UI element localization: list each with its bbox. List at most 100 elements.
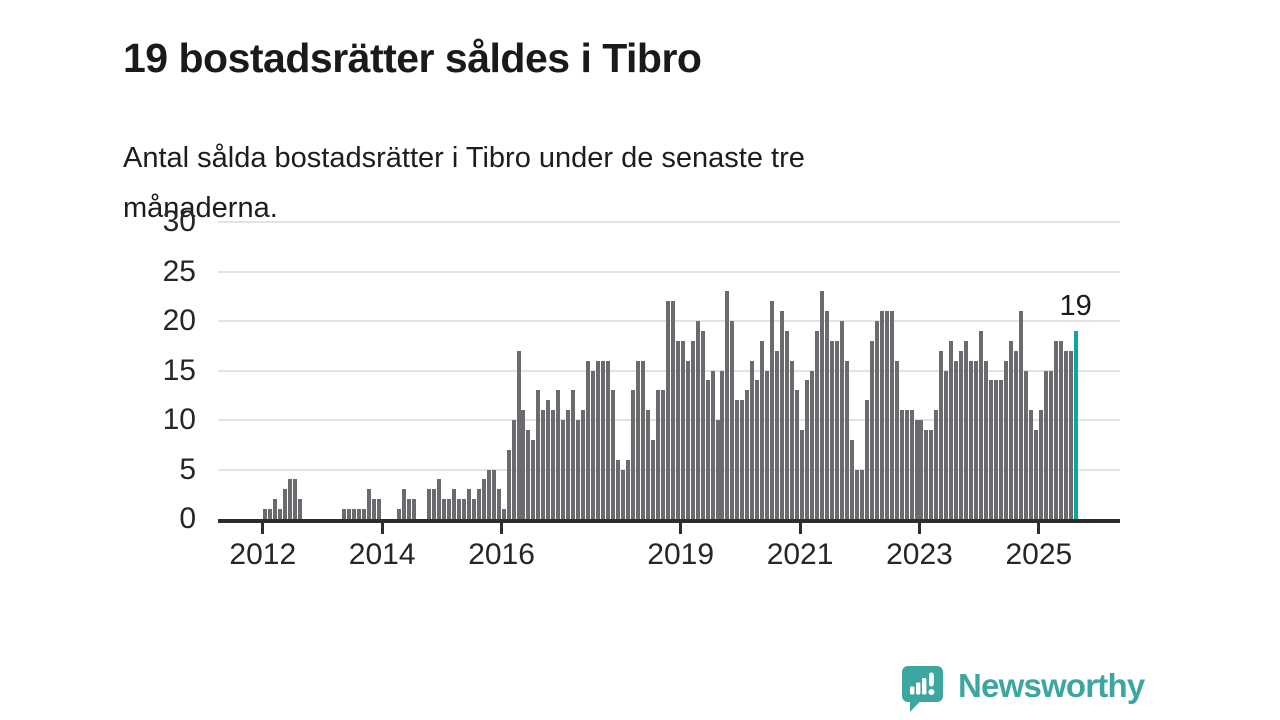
bar [785, 330, 790, 519]
gridline [218, 221, 1120, 223]
y-axis-tick-label: 10 [162, 403, 196, 436]
bar [277, 509, 282, 519]
y-axis-tick-label: 15 [162, 353, 196, 387]
bar [934, 410, 939, 519]
bar [914, 420, 919, 519]
bar [690, 340, 695, 519]
bar [1009, 340, 1014, 519]
bar [611, 390, 616, 519]
x-axis-line [218, 519, 1120, 523]
bar [815, 330, 819, 519]
bar [576, 420, 581, 519]
bar [894, 360, 899, 519]
bar [760, 340, 765, 519]
x-axis-tick-label: 2016 [468, 538, 535, 571]
bar [441, 499, 446, 519]
bar [1018, 311, 1023, 519]
bar [675, 340, 680, 519]
bar [869, 340, 874, 519]
bar [1058, 340, 1063, 519]
bar [625, 459, 630, 519]
bar [267, 509, 272, 519]
bar [292, 479, 297, 519]
bar [287, 479, 292, 519]
y-axis-tick-label: 0 [179, 502, 196, 535]
bar [1028, 410, 1033, 519]
bar [650, 439, 655, 519]
bar [849, 439, 854, 519]
bar [730, 321, 735, 519]
bar [750, 360, 755, 519]
bar [899, 410, 904, 519]
x-axis-tick [798, 522, 802, 534]
bar [601, 360, 606, 519]
bar [606, 360, 611, 519]
x-axis-tick-label: 2012 [229, 538, 297, 571]
newsworthy-logo-text: Newsworthy [958, 667, 1145, 704]
bar [556, 390, 561, 519]
bar [581, 410, 586, 519]
bar [665, 301, 670, 519]
bar [551, 410, 556, 519]
bar [352, 509, 357, 519]
x-axis-tick [500, 522, 504, 534]
bar [496, 489, 501, 519]
bar [829, 340, 834, 519]
x-axis-tick [1037, 522, 1041, 534]
bar [999, 380, 1004, 519]
bar [810, 370, 815, 519]
x-axis-tick [917, 522, 921, 534]
bar [805, 380, 810, 519]
bar [591, 370, 596, 519]
bar [1004, 360, 1009, 519]
bar [630, 390, 635, 519]
bar [531, 439, 536, 519]
bar [541, 410, 546, 519]
bar [521, 410, 526, 519]
bar [735, 400, 740, 519]
bar [974, 360, 979, 519]
bar [436, 479, 441, 519]
bar [800, 429, 805, 519]
bar [372, 499, 377, 519]
bar [640, 360, 645, 519]
bar [357, 509, 362, 519]
x-axis-tick [261, 522, 265, 534]
bar [959, 350, 964, 519]
bar [342, 509, 347, 519]
bar [874, 321, 879, 519]
bar [939, 350, 944, 519]
bar [426, 489, 431, 519]
newsworthy-chart-bubble-icon [901, 665, 944, 718]
bar [586, 360, 591, 519]
newsworthy-logo: Newsworthy [901, 665, 1145, 718]
bar [740, 400, 745, 519]
bar [745, 390, 750, 519]
bar [620, 469, 625, 519]
bar [561, 420, 566, 519]
y-axis-tick-label: 20 [162, 304, 196, 337]
bar [884, 311, 889, 519]
bar [819, 291, 824, 519]
bar [466, 489, 471, 519]
bar [770, 301, 775, 519]
x-axis-tick [679, 522, 683, 534]
highlight-bar [1073, 330, 1078, 519]
bar [854, 469, 859, 519]
bar [262, 509, 267, 519]
x-axis-tick-label: 2021 [766, 538, 834, 571]
bar [889, 311, 894, 519]
bar [864, 400, 869, 519]
bar [685, 360, 690, 519]
bar [695, 321, 700, 519]
bar [526, 429, 531, 519]
bar [282, 489, 287, 519]
bar [710, 370, 715, 519]
bar [909, 410, 914, 519]
bar [879, 311, 884, 519]
x-axis-tick [380, 522, 384, 534]
bar [1023, 370, 1028, 519]
bar [655, 390, 660, 519]
bar [859, 469, 864, 519]
x-axis-tick-label: 2025 [1005, 538, 1073, 571]
